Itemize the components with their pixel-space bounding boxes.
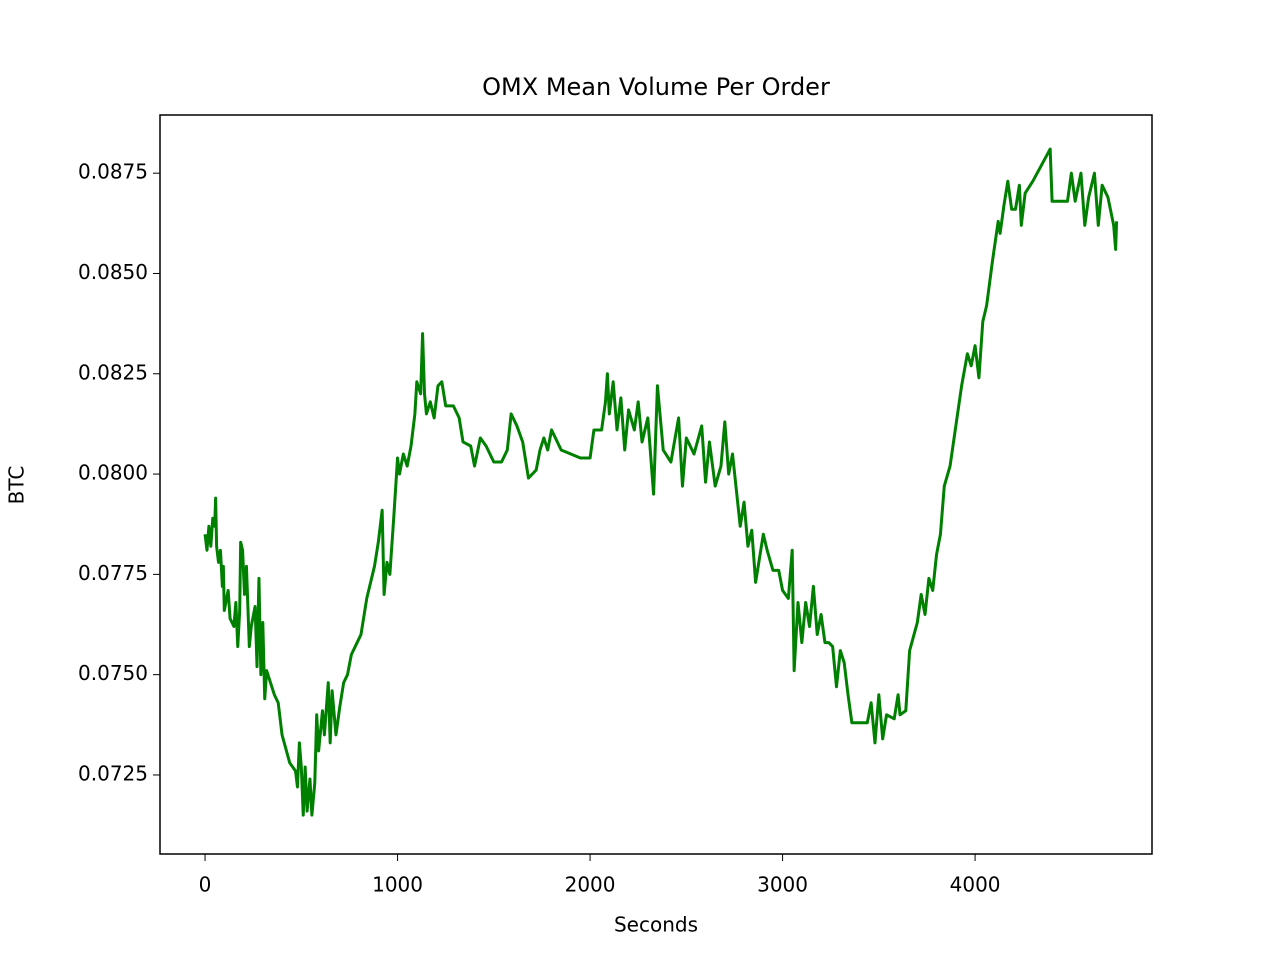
y-axis-label: BTC	[5, 466, 29, 505]
y-tick-label: 0.0750	[78, 661, 148, 685]
y-tick-label: 0.0725	[78, 761, 148, 785]
x-tick-label: 1000	[372, 873, 423, 897]
x-tick-label: 0	[199, 873, 212, 897]
plot-frame	[159, 114, 1153, 855]
y-tick-label: 0.0775	[78, 561, 148, 585]
chart-title: OMX Mean Volume Per Order	[482, 73, 830, 101]
x-tick-label: 3000	[757, 873, 808, 897]
y-tick-label: 0.0825	[78, 360, 148, 384]
x-tick-label: 4000	[950, 873, 1001, 897]
data-line	[203, 147, 1119, 817]
y-tick-label: 0.0850	[78, 260, 148, 284]
x-tick-label: 2000	[565, 873, 616, 897]
y-tick-label: 0.0875	[78, 160, 148, 184]
x-axis-label: Seconds	[614, 913, 698, 937]
y-tick-label: 0.0800	[78, 461, 148, 485]
